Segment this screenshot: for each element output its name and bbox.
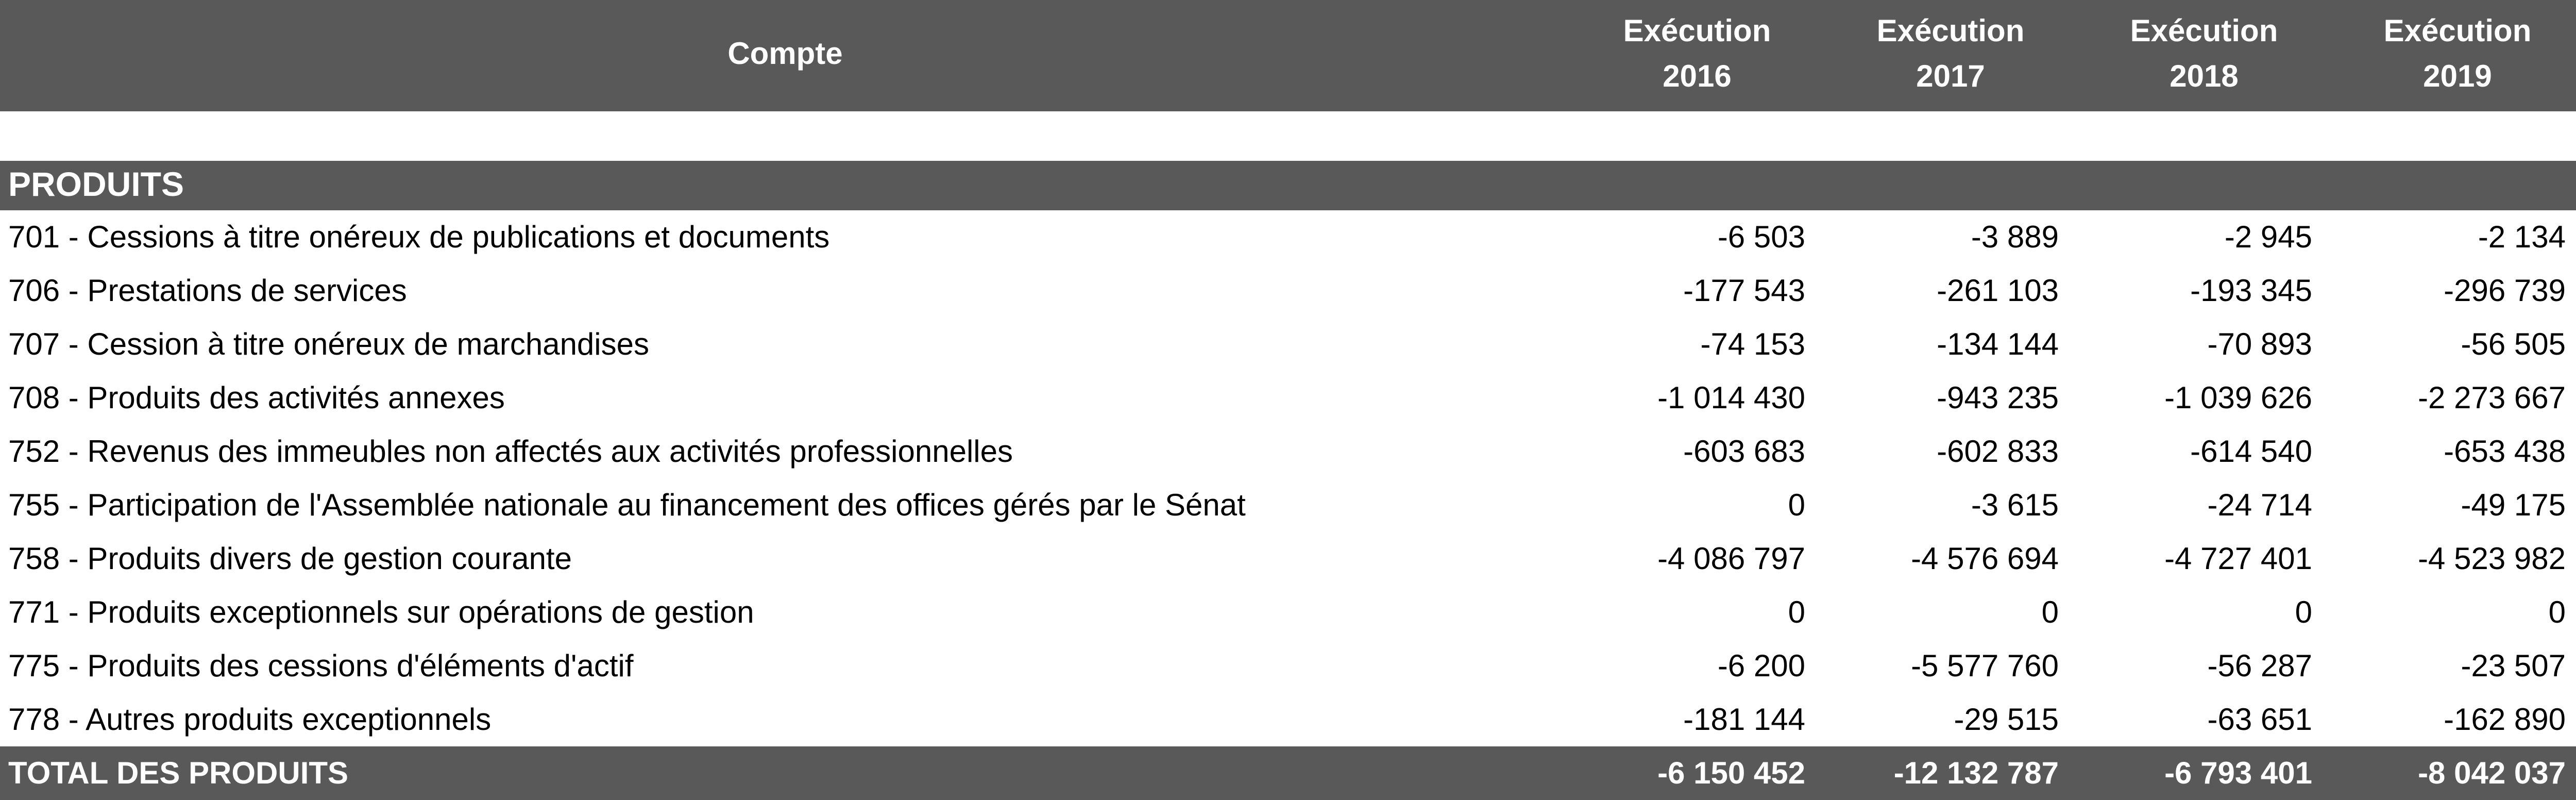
column-header-execution-2018: Exécution 2018 <box>2077 0 2331 111</box>
column-header-title: Exécution <box>2130 15 2278 50</box>
data-rows: 701 - Cessions à titre onéreux de public… <box>0 210 2576 746</box>
column-header-year: 2017 <box>1916 60 1985 95</box>
section-header-produits: PRODUITS <box>0 161 2576 210</box>
table-row: 755 - Participation de l'Assemblée natio… <box>0 478 2576 532</box>
table-row: 752 - Revenus des immeubles non affectés… <box>0 425 2576 478</box>
value-cell: 0 <box>2295 595 2312 630</box>
total-value-2017: -12 132 787 <box>1824 746 2077 800</box>
account-label: 778 - Autres produits exceptionnels <box>8 702 492 737</box>
value-cell: -70 893 <box>2207 327 2313 362</box>
value-cell: -49 175 <box>2461 488 2566 523</box>
value-cell: 0 <box>2548 595 2566 630</box>
column-header-year: 2018 <box>2170 60 2239 95</box>
account-label: 708 - Produits des activités annexes <box>8 380 505 415</box>
total-value-2019: -8 042 037 <box>2331 746 2576 800</box>
value-cell: -261 103 <box>1937 273 2059 308</box>
value-cell: -603 683 <box>1683 434 1805 469</box>
spacer-row <box>0 111 2576 161</box>
value-cell: -29 515 <box>1954 702 2059 737</box>
column-header-execution-2017: Exécution 2017 <box>1824 0 2077 111</box>
total-label: TOTAL DES PRODUITS <box>0 746 1570 800</box>
value-cell: -1 014 430 <box>1657 380 1805 415</box>
value-cell: -193 345 <box>2190 273 2312 308</box>
value-cell: -134 144 <box>1937 327 2059 362</box>
value-cell: -4 523 982 <box>2418 541 2566 576</box>
account-label: 701 - Cessions à titre onéreux de public… <box>8 220 830 255</box>
account-label: 758 - Produits divers de gestion courant… <box>8 541 572 576</box>
value-cell: -5 577 760 <box>1911 648 2059 684</box>
table-row: 778 - Autres produits exceptionnels -181 … <box>0 693 2576 746</box>
account-label: 771 - Produits exceptionnels sur opérati… <box>8 595 754 630</box>
value-cell: -177 543 <box>1683 273 1805 308</box>
value-cell: -6 503 <box>1717 220 1805 255</box>
value-cell: 0 <box>2041 595 2059 630</box>
value-cell: -56 505 <box>2461 327 2566 362</box>
table-row: 771 - Produits exceptionnels sur opérati… <box>0 586 2576 639</box>
value-cell: -2 945 <box>2224 220 2312 255</box>
value-cell: -181 144 <box>1683 702 1805 737</box>
value-cell: -6 200 <box>1717 648 1805 684</box>
account-label: 752 - Revenus des immeubles non affectés… <box>8 434 1013 469</box>
value-cell: -602 833 <box>1937 434 2059 469</box>
value-cell: -2 273 667 <box>2418 380 2566 415</box>
value-cell: -24 714 <box>2207 488 2313 523</box>
table-row: 706 - Prestations de services -177 543 -26… <box>0 264 2576 318</box>
value-cell: -56 287 <box>2207 648 2313 684</box>
value-cell: 0 <box>1788 595 1805 630</box>
value-cell: -2 134 <box>2478 220 2566 255</box>
value-cell: 0 <box>1788 488 1805 523</box>
account-label: 775 - Produits des cessions d'éléments d… <box>8 648 634 684</box>
value-cell: -23 507 <box>2461 648 2566 684</box>
header-row: Compte Exécution 2016 Exécution 2017 Exé… <box>0 0 2576 111</box>
column-header-compte: Compte <box>0 0 1570 111</box>
column-header-title: Exécution <box>2383 15 2532 50</box>
value-cell: -943 235 <box>1937 380 2059 415</box>
column-header-year: 2016 <box>1663 60 1732 95</box>
account-label: 755 - Participation de l'Assemblée natio… <box>8 488 1246 523</box>
value-cell: -74 153 <box>1700 327 1806 362</box>
column-header-execution-2019: Exécution 2019 <box>2331 0 2576 111</box>
account-label: 707 - Cession à titre onéreux de marchan… <box>8 327 650 362</box>
table-row: 758 - Produits divers de gestion courant… <box>0 532 2576 586</box>
total-value-2018: -6 793 401 <box>2077 746 2331 800</box>
total-value-2016: -6 150 452 <box>1570 746 1824 800</box>
value-cell: -4 086 797 <box>1657 541 1805 576</box>
table-row: 707 - Cession à titre onéreux de marchan… <box>0 318 2576 371</box>
value-cell: -63 651 <box>2207 702 2313 737</box>
table-row: 775 - Produits des cessions d'éléments d… <box>0 639 2576 693</box>
value-cell: -4 576 694 <box>1911 541 2059 576</box>
value-cell: -3 615 <box>1971 488 2059 523</box>
value-cell: -296 739 <box>2444 273 2566 308</box>
column-header-title: Exécution <box>1876 15 2025 50</box>
value-cell: -653 438 <box>2444 434 2566 469</box>
value-cell: -1 039 626 <box>2164 380 2312 415</box>
compte-header-label: Compte <box>727 37 843 73</box>
value-cell: -162 890 <box>2444 702 2566 737</box>
table-row: 701 - Cessions à titre onéreux de public… <box>0 210 2576 264</box>
value-cell: -614 540 <box>2190 434 2312 469</box>
column-header-year: 2019 <box>2423 60 2492 95</box>
value-cell: -3 889 <box>1971 220 2059 255</box>
total-row: TOTAL DES PRODUITS -6 150 452 -12 132 78… <box>0 746 2576 800</box>
column-header-execution-2016: Exécution 2016 <box>1570 0 1824 111</box>
column-header-title: Exécution <box>1623 15 1771 50</box>
table-row: 708 - Produits des activités annexes -1 0… <box>0 371 2576 425</box>
value-cell: -4 727 401 <box>2164 541 2312 576</box>
section-header-row: PRODUITS <box>0 161 2576 210</box>
account-label: 706 - Prestations de services <box>8 273 407 308</box>
